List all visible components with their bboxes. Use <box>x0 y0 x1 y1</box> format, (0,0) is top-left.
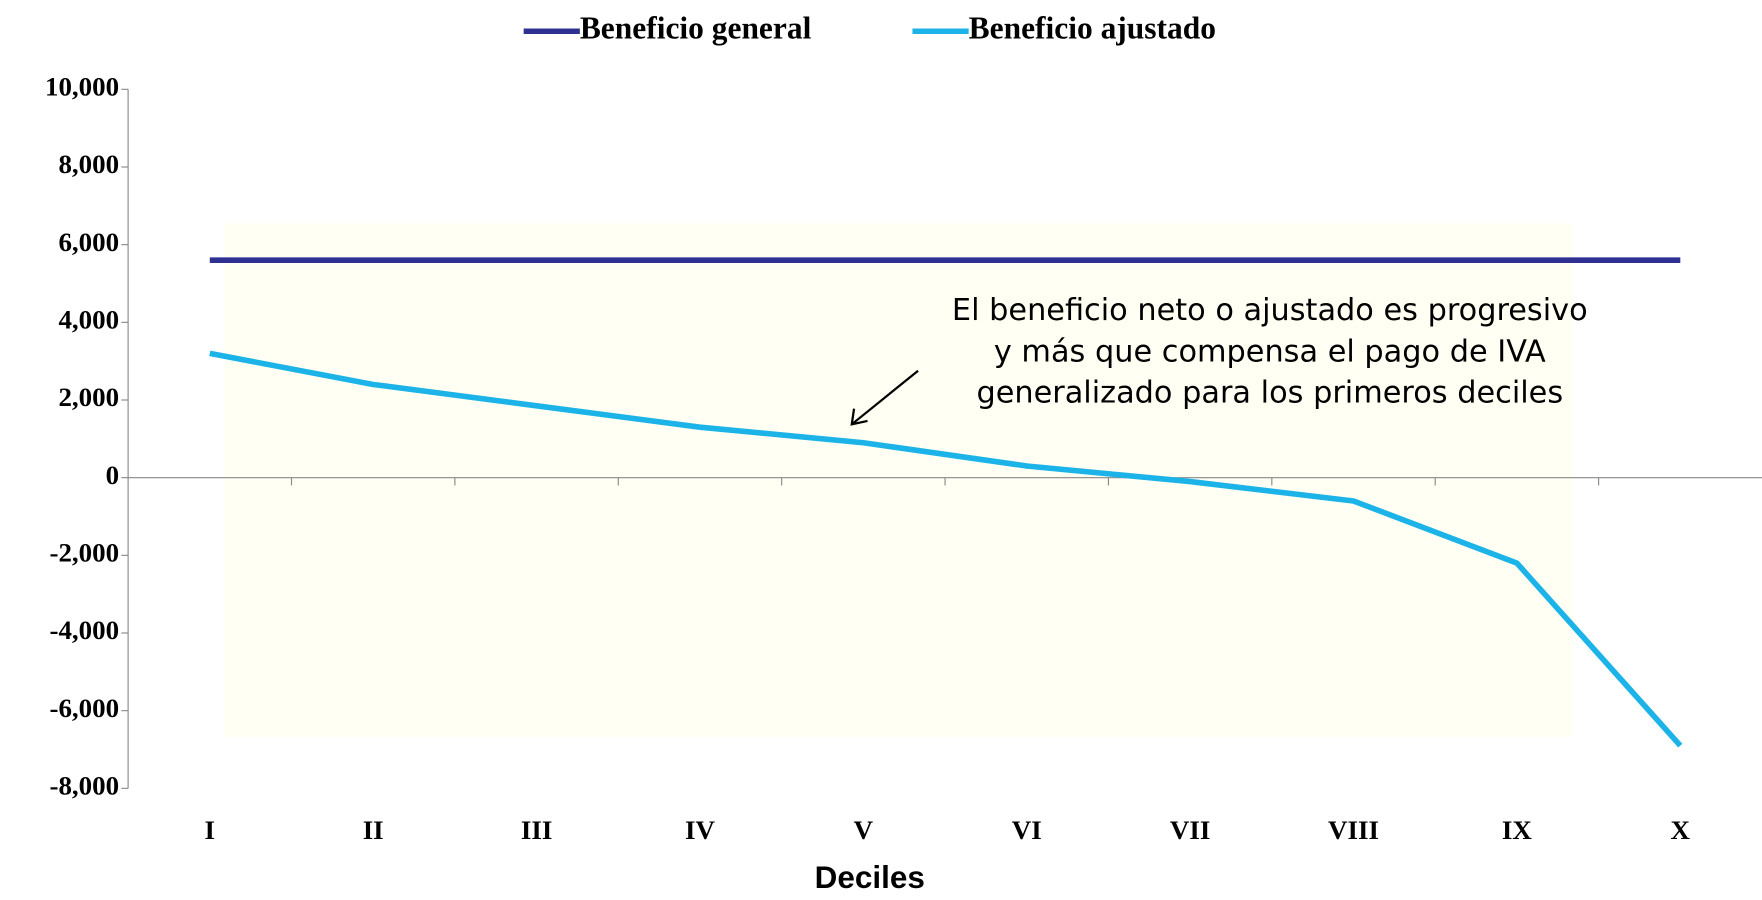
annotation: El beneficio neto o ajustado es progresi… <box>952 293 1588 328</box>
annotation-arrowhead <box>850 408 868 426</box>
y-tick-label: 2,000 <box>58 382 119 412</box>
background-watermark <box>224 223 1574 737</box>
y-tick-label: 4,000 <box>58 305 119 335</box>
x-tick-label: III <box>521 815 552 845</box>
annotation: y más que compensa el pago de IVA <box>994 334 1546 369</box>
annotation-arrow <box>851 369 919 426</box>
x-tick-label: IX <box>1502 815 1533 845</box>
legend-label: Beneficio ajustado <box>969 11 1216 46</box>
x-tick-label: II <box>363 815 384 845</box>
x-axis-title: Deciles <box>815 860 925 895</box>
x-tick-label: IV <box>685 815 716 845</box>
y-tick-label: 6,000 <box>58 227 119 257</box>
y-tick-label: -6,000 <box>49 693 119 723</box>
x-tick-label: VI <box>1012 815 1042 845</box>
y-tick-label: 10,000 <box>45 72 119 102</box>
annotation: generalizado para los primeros deciles <box>976 376 1563 411</box>
x-tick-label: X <box>1671 815 1691 845</box>
y-tick-label: -8,000 <box>49 771 119 801</box>
y-tick-label: 0 <box>106 460 119 490</box>
y-tick-label: -2,000 <box>49 538 119 568</box>
x-tick-label: VIII <box>1328 815 1379 845</box>
series-line <box>209 350 1683 748</box>
y-tick-label: 8,000 <box>58 149 119 179</box>
x-tick-label: VII <box>1170 815 1210 845</box>
x-tick-label: I <box>205 815 216 845</box>
y-tick-label: -4,000 <box>49 615 119 645</box>
legend-label: Beneficio general <box>580 11 812 46</box>
x-tick-label: V <box>854 815 874 845</box>
